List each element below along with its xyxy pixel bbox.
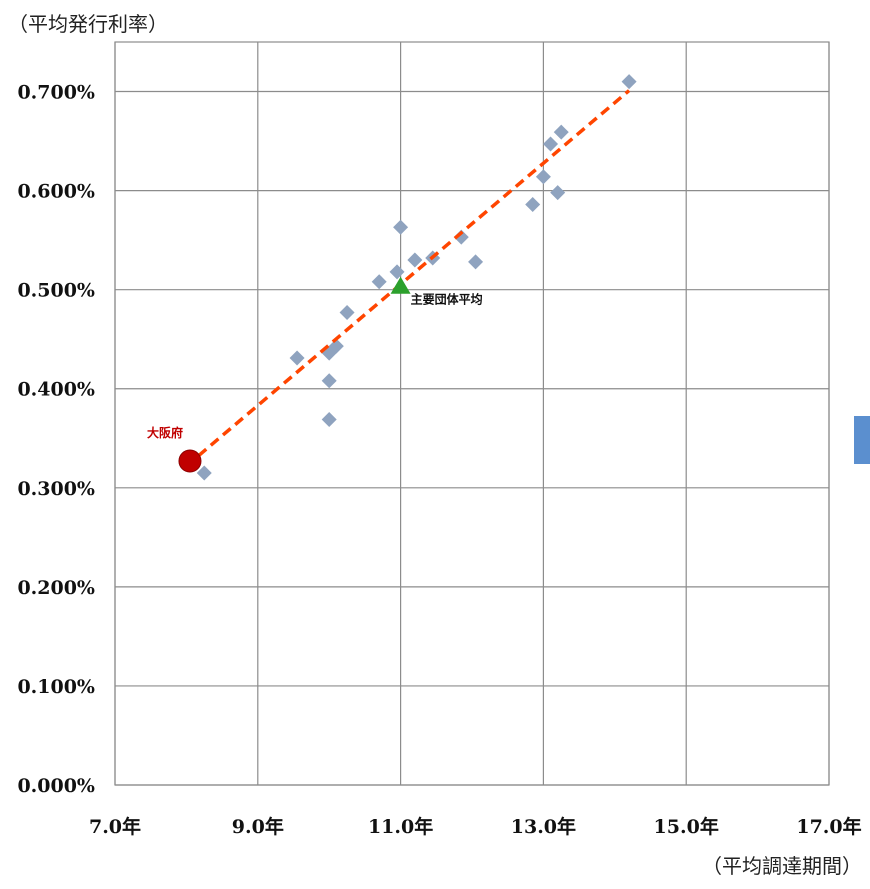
data-point [621,74,637,90]
y-tick-label: 0.300% [17,478,95,500]
data-point [453,229,469,245]
data-point [550,185,566,201]
trend-line [185,89,631,468]
y-tick-label: 0.200% [17,577,95,599]
x-axis-title: （平均調達期間） [702,854,862,878]
y-tick-label: 0.600% [17,181,95,203]
data-point [407,252,423,268]
data-point [525,196,541,212]
plot-area [114,41,830,786]
side-marker [854,416,870,464]
data-point [393,219,409,235]
data-point [389,264,405,280]
x-tick-label: 13.0年 [511,815,576,838]
y-axis-title: （平均発行利率） [8,12,168,36]
x-tick-label: 15.0年 [654,815,719,838]
data-point [535,169,551,185]
data-point [553,124,569,140]
data-point [371,274,387,290]
average-point [390,276,411,294]
data-point [289,350,305,366]
data-point [321,373,337,389]
x-tick-label: 9.0年 [232,815,284,838]
data-point [468,254,484,270]
y-tick-label: 0.400% [17,379,95,401]
x-tick-label: 17.0年 [796,815,861,838]
y-tick-label: 0.700% [17,82,95,104]
y-tick-label: 0.000% [17,775,95,797]
data-point [321,411,337,427]
data-point [339,304,355,320]
data-point [328,338,344,354]
x-tick-label: 11.0年 [368,815,433,838]
osaka-label: 大阪府 [147,425,183,440]
data-point [196,465,212,481]
data-point [543,136,559,152]
y-tick-label: 0.100% [17,676,95,698]
y-tick-label: 0.500% [17,280,95,302]
x-tick-label: 7.0年 [89,815,141,838]
average-label: 主要団体平均 [411,292,483,307]
osaka-point [178,449,202,473]
